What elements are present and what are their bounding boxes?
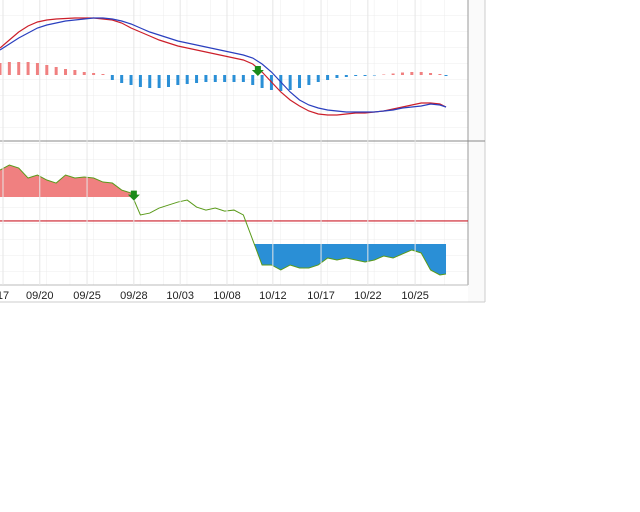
histogram-bar: [410, 72, 414, 75]
histogram-bar: [223, 75, 227, 82]
histogram-bar: [7, 62, 11, 75]
histogram-bar: [26, 62, 30, 75]
x-tick-label: 10/08: [213, 290, 241, 302]
histogram-bar: [444, 75, 448, 76]
histogram-bar: [382, 74, 386, 75]
lower-fill: [0, 243, 447, 275]
histogram-bar: [363, 75, 367, 76]
histogram-bar: [344, 75, 348, 77]
histogram-bar: [185, 75, 189, 84]
histogram-bar: [391, 73, 395, 75]
x-tick-label: 10/03: [166, 290, 194, 302]
histogram-bar: [279, 75, 283, 91]
histogram-bar: [204, 75, 208, 82]
histogram-bar: [316, 75, 320, 82]
signal-arrow: [251, 66, 264, 76]
histogram-bar: [82, 72, 86, 75]
histogram-bar: [251, 75, 255, 85]
histogram-bar: [176, 75, 180, 85]
histogram-bar: [101, 74, 105, 75]
histogram-bar: [213, 75, 217, 82]
x-tick-label: 09/28: [120, 290, 148, 302]
histogram-bar: [64, 69, 68, 75]
x-tick-label: 10/12: [259, 290, 287, 302]
histogram-bar: [354, 75, 358, 76]
histogram-bar: [110, 75, 114, 80]
histogram-bar: [157, 75, 161, 88]
x-tick-label: 10/22: [354, 290, 382, 302]
panel: [0, 17, 448, 116]
line-series: [0, 17, 447, 113]
histogram-bar: [419, 72, 423, 75]
histogram-bar: [307, 75, 311, 85]
histogram-bar: [335, 75, 339, 78]
histogram-bar: [326, 75, 330, 80]
histogram-bar: [166, 75, 170, 87]
histogram-bar: [232, 75, 236, 82]
grid-background: [0, 0, 468, 285]
histogram-bar: [73, 70, 77, 75]
x-tick-label: 17: [0, 290, 9, 302]
x-tick-label: 10/25: [401, 290, 429, 302]
signal-arrow: [127, 190, 140, 201]
histogram-bar: [45, 65, 49, 75]
x-tick-label: 10/17: [307, 290, 335, 302]
histogram-bar: [148, 75, 152, 88]
histogram-bar: [429, 73, 433, 75]
right-axis-area: [468, 0, 485, 302]
histogram-bar: [92, 73, 96, 75]
histogram-bar: [129, 75, 133, 85]
histogram-bar: [0, 63, 2, 75]
upper-fill: [0, 165, 447, 198]
histogram-bar: [17, 62, 21, 75]
histogram-bar: [195, 75, 199, 83]
plot: 17 09/20 09/25 09/28 10/03 10/08 10/12 10/17 10/…: [0, 0, 468, 302]
histogram-bar: [120, 75, 124, 83]
histogram-bar: [35, 63, 39, 75]
histogram-bar: [260, 75, 264, 88]
histogram-bar: [54, 67, 58, 75]
price-line: [0, 164, 447, 276]
histogram-bar: [138, 75, 142, 87]
x-tick-label: 09/20: [26, 290, 54, 302]
x-tick-label: 09/25: [73, 290, 101, 302]
histogram-bar: [298, 75, 302, 88]
histogram-bar: [400, 72, 404, 75]
histogram-bar: [241, 75, 245, 82]
histogram-bar: [372, 75, 376, 76]
histogram-bar: [438, 74, 442, 75]
histogram-bar: [288, 75, 292, 90]
